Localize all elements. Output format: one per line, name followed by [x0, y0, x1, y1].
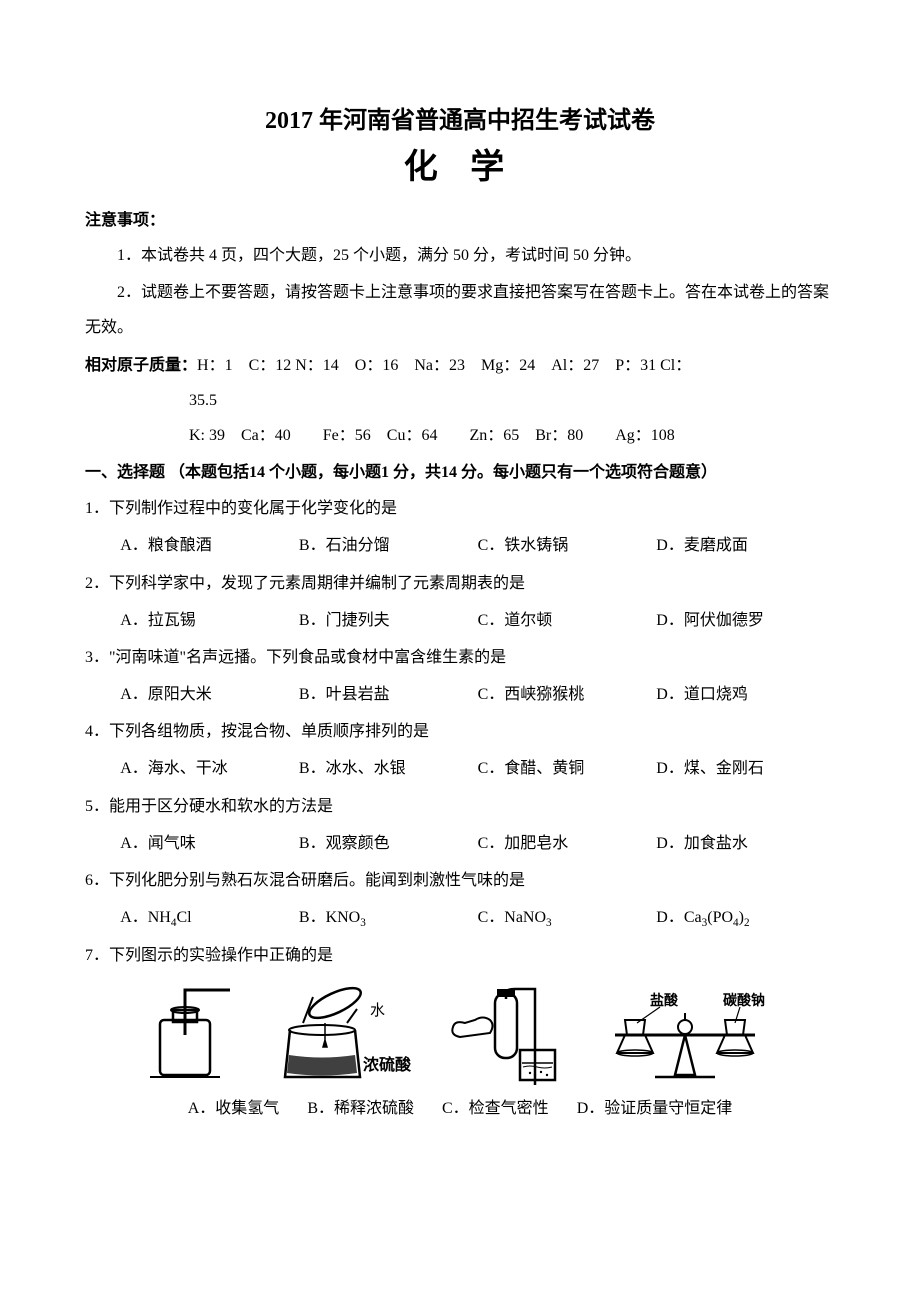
q5-opt-b: B．观察颜色: [299, 826, 478, 861]
exam-title-subject: 化 学: [85, 139, 835, 188]
notice-item-2: 2．试题卷上不要答题，请按答题卡上注意事项的要求直接把答案写在答题卡上。答在本试…: [85, 275, 835, 345]
q6-opt-a: A．NH4Cl: [120, 900, 299, 936]
q4-opt-b: B．冰水、水银: [299, 751, 478, 786]
q7-opt-b: B．稀释浓硫酸: [307, 1100, 414, 1117]
q7-opt-c: C．检查气密性: [442, 1100, 549, 1117]
question-5: 5．能用于区分硬水和软水的方法是: [85, 789, 835, 824]
q1-opt-b: B．石油分馏: [299, 528, 478, 563]
q7-figure-a: [135, 985, 245, 1085]
na2co3-label: 碳酸钠: [723, 992, 765, 1009]
atomic-mass-line1b: 35.5: [85, 383, 835, 418]
question-4-options: A．海水、干冰 B．冰水、水银 C．食醋、黄铜 D．煤、金刚石: [85, 751, 835, 786]
q3-opt-a: A．原阳大米: [120, 677, 299, 712]
balance-scale-icon: 盐酸 碳酸钠: [595, 985, 785, 1085]
notice-label: 注意事项：: [85, 206, 835, 230]
q5-opt-d: D．加食盐水: [656, 826, 835, 861]
question-7: 7．下列图示的实验操作中正确的是: [85, 938, 835, 973]
q2-opt-b: B．门捷列夫: [299, 603, 478, 638]
q7-figure-c: [435, 985, 575, 1085]
exam-title-year: 2017 年河南省普通高中招生考试试卷: [85, 100, 835, 135]
q4-opt-c: C．食醋、黄铜: [478, 751, 657, 786]
q6-opt-d: D．Ca3(PO4)2: [656, 900, 835, 936]
gas-collection-icon: [135, 985, 245, 1085]
acid-label: 浓硫酸: [363, 1055, 412, 1074]
q3-opt-c: C．西峡猕猴桃: [478, 677, 657, 712]
question-6: 6．下列化肥分别与熟石灰混合研磨后。能闻到刺激性气味的是: [85, 863, 835, 898]
water-label: 水: [370, 1002, 385, 1019]
question-2-options: A．拉瓦锡 B．门捷列夫 C．道尔顿 D．阿伏伽德罗: [85, 603, 835, 638]
question-5-options: A．闻气味 B．观察颜色 C．加肥皂水 D．加食盐水: [85, 826, 835, 861]
atomic-mass-values-1: H：1 C：12 N：14 O：16 Na：23 Mg：24 Al：27 P：3…: [197, 357, 691, 374]
question-1-options: A．粮食酿酒 B．石油分馏 C．铁水铸锅 D．麦磨成面: [85, 528, 835, 563]
question-1: 1．下列制作过程中的变化属于化学变化的是: [85, 491, 835, 526]
q7-opt-a: A．收集氢气: [188, 1100, 280, 1117]
q2-opt-a: A．拉瓦锡: [120, 603, 299, 638]
q1-opt-c: C．铁水铸锅: [478, 528, 657, 563]
question-6-options: A．NH4Cl B．KNO3 C．NaNO3 D．Ca3(PO4)2: [85, 900, 835, 936]
q2-opt-c: C．道尔顿: [478, 603, 657, 638]
atomic-mass-line2: K: 39 Ca：40 Fe：56 Cu：64 Zn：65 Br：80 Ag：1…: [85, 418, 835, 453]
q5-opt-a: A．闻气味: [120, 826, 299, 861]
q3-opt-d: D．道口烧鸡: [656, 677, 835, 712]
q4-opt-d: D．煤、金刚石: [656, 751, 835, 786]
q7-figure-b: 水 浓硫酸: [265, 985, 415, 1085]
q1-opt-a: A．粮食酿酒: [120, 528, 299, 563]
question-2: 2．下列科学家中，发现了元素周期律并编制了元素周期表的是: [85, 566, 835, 601]
q7-option-labels: A．收集氢气 B．稀释浓硫酸 C．检查气密性 D．验证质量守恒定律: [85, 1093, 835, 1125]
atomic-mass-label: 相对原子质量：: [85, 357, 197, 374]
q7-figure-d: 盐酸 碳酸钠: [595, 985, 785, 1085]
q4-opt-a: A．海水、干冰: [120, 751, 299, 786]
q5-opt-c: C．加肥皂水: [478, 826, 657, 861]
section-1-heading: 一、选择题 （本题包括14 个小题，每小题1 分，共14 分。每小题只有一个选项…: [85, 457, 835, 489]
q6-opt-b: B．KNO3: [299, 900, 478, 936]
q6-opt-c: C．NaNO3: [478, 900, 657, 936]
q7-opt-d: D．验证质量守恒定律: [577, 1100, 733, 1117]
question-3: 3．"河南味道"名声远播。下列食品或食材中富含维生素的是: [85, 640, 835, 675]
hcl-label: 盐酸: [650, 992, 679, 1009]
question-4: 4．下列各组物质，按混合物、单质顺序排列的是: [85, 714, 835, 749]
q2-opt-d: D．阿伏伽德罗: [656, 603, 835, 638]
q1-opt-d: D．麦磨成面: [656, 528, 835, 563]
dilute-acid-icon: 水 浓硫酸: [265, 985, 415, 1085]
question-3-options: A．原阳大米 B．叶县岩盐 C．西峡猕猴桃 D．道口烧鸡: [85, 677, 835, 712]
airtight-test-icon: [435, 985, 575, 1085]
notice-item-1: 1．本试卷共 4 页，四个大题，25 个小题，满分 50 分，考试时间 50 分…: [85, 238, 835, 273]
atomic-mass-line1: 相对原子质量：H：1 C：12 N：14 O：16 Na：23 Mg：24 Al…: [85, 348, 835, 383]
q3-opt-b: B．叶县岩盐: [299, 677, 478, 712]
q7-figures: 水 浓硫酸: [85, 985, 835, 1085]
